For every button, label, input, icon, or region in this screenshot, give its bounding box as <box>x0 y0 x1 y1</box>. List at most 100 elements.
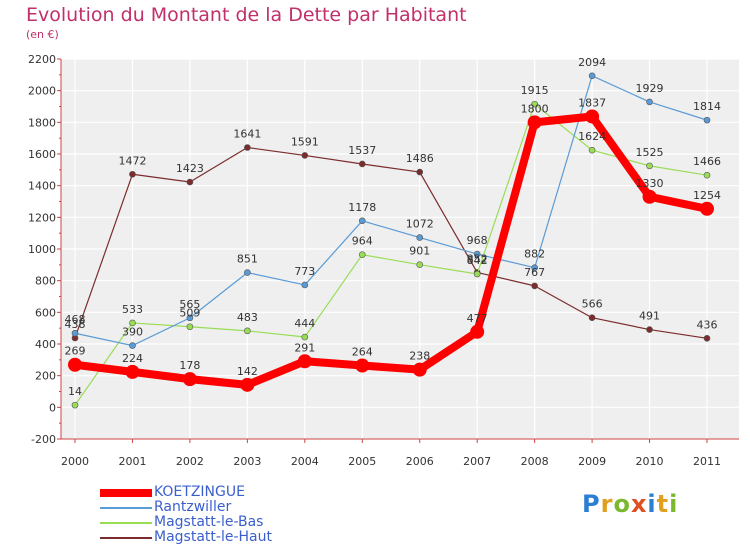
data-point <box>703 116 711 124</box>
data-point <box>244 269 251 276</box>
data-point <box>186 314 194 322</box>
data-point <box>588 314 596 322</box>
data-label: 1072 <box>406 218 434 231</box>
series-group <box>68 72 714 409</box>
legend-swatch <box>100 537 152 539</box>
data-point <box>186 323 194 331</box>
legend-label: Rantzwiller <box>154 499 232 515</box>
data-label: 1330 <box>636 177 664 190</box>
y-tick-label: 400 <box>35 338 56 351</box>
data-point <box>301 333 309 341</box>
data-label: 444 <box>294 317 315 330</box>
data-point <box>585 109 600 124</box>
y-tick-label: 200 <box>35 370 56 383</box>
legend-label: KOETZINGUE <box>154 484 245 500</box>
data-point <box>473 250 481 258</box>
data-label: 852 <box>467 252 488 265</box>
legend-label: Magstatt-le-Bas <box>154 514 264 530</box>
x-tick-label: 2006 <box>406 455 434 468</box>
x-tick-label: 2002 <box>176 455 204 468</box>
grid-lines <box>61 58 739 440</box>
data-label: 1466 <box>693 155 721 168</box>
proxiti-logo: Proxiti <box>582 490 678 518</box>
data-label: 1486 <box>406 152 434 165</box>
data-point <box>129 342 136 349</box>
data-label: 2094 <box>578 56 606 69</box>
legend-swatch <box>100 522 152 524</box>
data-label: 483 <box>237 311 258 324</box>
data-label: 142 <box>237 365 258 378</box>
data-point <box>412 362 427 377</box>
data-label: 1624 <box>578 130 606 143</box>
series-line <box>74 103 708 406</box>
data-label: 565 <box>179 298 200 311</box>
y-tick-label: 1000 <box>28 243 56 256</box>
y-tick-label: 1600 <box>28 148 56 161</box>
axes <box>57 58 739 443</box>
y-tick-label: 800 <box>35 275 56 288</box>
data-label: 1641 <box>233 128 261 141</box>
x-tick-label: 2010 <box>636 455 664 468</box>
y-tick-label: 1200 <box>28 211 56 224</box>
data-point <box>470 324 485 339</box>
logo-letter: i <box>647 490 657 518</box>
data-label: 851 <box>237 253 258 266</box>
data-label: 1254 <box>693 189 721 202</box>
data-label: 1423 <box>176 162 204 175</box>
data-point <box>68 357 82 372</box>
legend-swatch <box>100 507 152 509</box>
data-label: 264 <box>352 346 373 359</box>
data-label: 438 <box>65 318 86 331</box>
legend-label: Magstatt-le-Haut <box>154 529 272 545</box>
data-label: 509 <box>179 307 200 320</box>
data-point <box>642 189 657 204</box>
data-point <box>358 217 366 225</box>
series-line <box>71 112 711 389</box>
data-label: 390 <box>122 326 143 339</box>
data-label: 1837 <box>578 96 606 109</box>
y-tick-label: 2200 <box>28 53 56 66</box>
data-point <box>129 319 136 327</box>
data-point <box>703 334 711 342</box>
data-point <box>182 372 197 387</box>
data-label: 14 <box>68 385 82 398</box>
data-label: 491 <box>639 310 660 323</box>
data-label: 1537 <box>348 144 376 157</box>
y-tick-label: 0 <box>49 401 56 414</box>
series-line <box>74 75 708 347</box>
data-label: 1591 <box>291 135 319 148</box>
data-label: 238 <box>409 350 430 363</box>
data-point <box>244 144 251 151</box>
data-point <box>358 160 366 168</box>
legend-swatch <box>100 489 152 497</box>
data-point <box>646 326 653 333</box>
data-label: 533 <box>122 303 143 316</box>
data-point <box>301 152 309 159</box>
logo-letter: x <box>630 490 648 518</box>
data-point <box>186 178 194 186</box>
logo-letter: t <box>656 490 670 518</box>
chart-subtitle: (en €) <box>26 28 59 41</box>
data-label: 468 <box>65 313 86 326</box>
data-point <box>531 264 538 271</box>
data-point <box>646 98 653 106</box>
logo-letter: r <box>600 490 614 518</box>
data-label: 968 <box>467 234 488 247</box>
data-point <box>700 201 714 216</box>
data-label: 291 <box>294 341 315 354</box>
data-point <box>416 261 424 268</box>
x-tick-label: 2004 <box>291 455 319 468</box>
data-label: 178 <box>179 359 200 372</box>
logo-letter: i <box>669 490 679 518</box>
logo-letter: P <box>582 490 601 518</box>
data-point <box>531 282 538 290</box>
data-point <box>358 251 366 258</box>
data-label: 224 <box>122 352 143 365</box>
y-tick-label: 1800 <box>28 116 56 129</box>
data-label: 901 <box>409 245 430 258</box>
data-point <box>125 364 140 379</box>
data-label: 1915 <box>521 84 549 97</box>
data-point <box>416 168 424 176</box>
x-tick-label: 2005 <box>348 455 376 468</box>
data-label: 1814 <box>693 100 721 113</box>
